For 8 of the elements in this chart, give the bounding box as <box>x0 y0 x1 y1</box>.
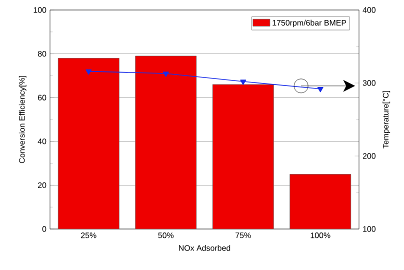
bar <box>135 56 197 229</box>
point <box>240 80 246 85</box>
point <box>86 69 92 75</box>
bar <box>58 58 120 229</box>
point <box>162 72 169 77</box>
point <box>317 86 324 92</box>
bar <box>290 174 352 229</box>
bar <box>212 84 274 229</box>
